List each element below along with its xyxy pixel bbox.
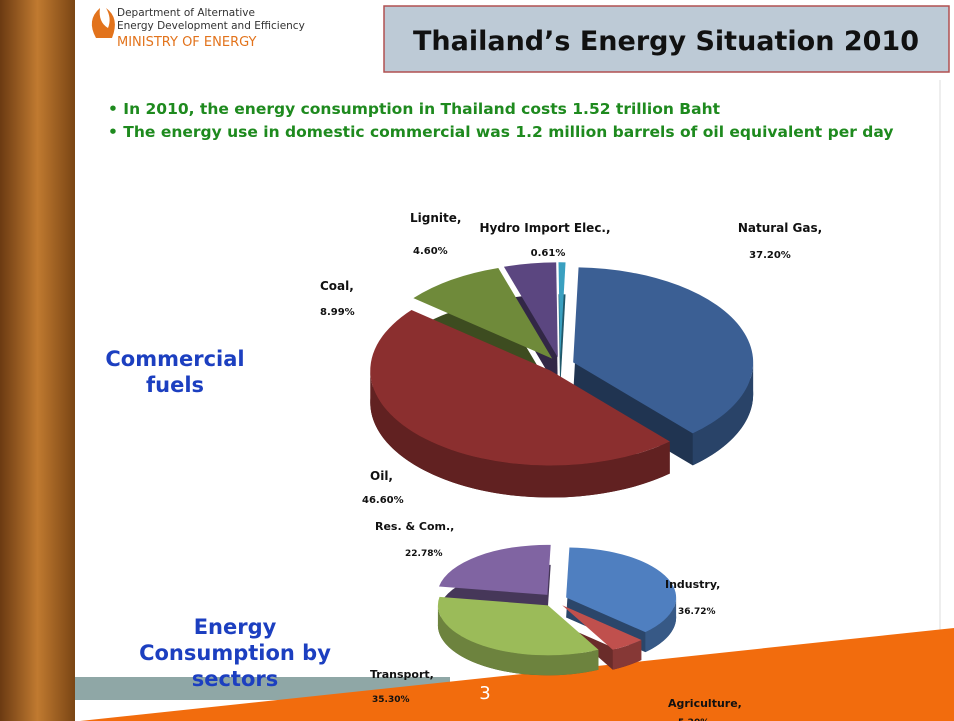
- slice-label: Res. & Com.,: [375, 520, 454, 533]
- slice-label: Coal,: [320, 279, 354, 293]
- slice: [566, 547, 677, 633]
- slice: [437, 596, 599, 656]
- slice-value-label: 5.20%: [678, 718, 709, 721]
- slice: [413, 267, 553, 359]
- department: Department of Alternative: [117, 7, 255, 19]
- slice-value-label: 36.72%: [678, 607, 716, 617]
- slice: [503, 262, 558, 358]
- slice: [370, 310, 670, 466]
- ministry: MINISTRY OF ENERGY: [117, 35, 257, 50]
- slice-edge: [645, 597, 677, 653]
- slice-label: Natural Gas,: [738, 221, 822, 235]
- slice-edge: [692, 362, 754, 466]
- slice-label: Industry,: [665, 578, 720, 591]
- slice-value-label: 0.61%: [531, 248, 566, 259]
- logo: [91, 8, 115, 38]
- slice-value-label: 4.60%: [413, 246, 448, 257]
- slice-value-label: 8.99%: [320, 307, 355, 318]
- chart-title: Energy Consumption by sectors: [139, 615, 331, 691]
- slice-label: Transport,: [370, 668, 434, 681]
- slice: [573, 267, 754, 434]
- bullet: • In 2010, the energy consumption in Tha…: [108, 100, 721, 118]
- slice: [438, 544, 551, 595]
- left-bar: [0, 0, 75, 721]
- slice: [558, 262, 566, 358]
- slice-label: Agriculture,: [668, 697, 742, 710]
- slice-value-label: 22.78%: [405, 549, 443, 559]
- orange-wedge: [80, 628, 954, 721]
- slice-value-label: 46.60%: [362, 495, 404, 506]
- bullet: • The energy use in domestic commercial …: [108, 123, 894, 141]
- department: Energy Development and Efficiency: [117, 20, 305, 32]
- slice-label: Lignite,: [410, 211, 461, 225]
- slice-edge: [437, 605, 599, 676]
- chart-title: Commercial fuels: [105, 347, 245, 397]
- slice: [562, 605, 642, 650]
- slice-label: Hydro Import Elec.,: [479, 221, 610, 235]
- slice-edge: [612, 639, 642, 670]
- slice-value-label: 35.30%: [372, 695, 410, 705]
- slice-value-label: 37.20%: [749, 250, 791, 261]
- slice-edge: [370, 370, 670, 498]
- title-box: [383, 5, 950, 73]
- slide-title: Thailand’s Energy Situation 2010: [413, 26, 919, 57]
- page-number: 3: [479, 683, 490, 704]
- slice-label: Oil,: [370, 469, 393, 483]
